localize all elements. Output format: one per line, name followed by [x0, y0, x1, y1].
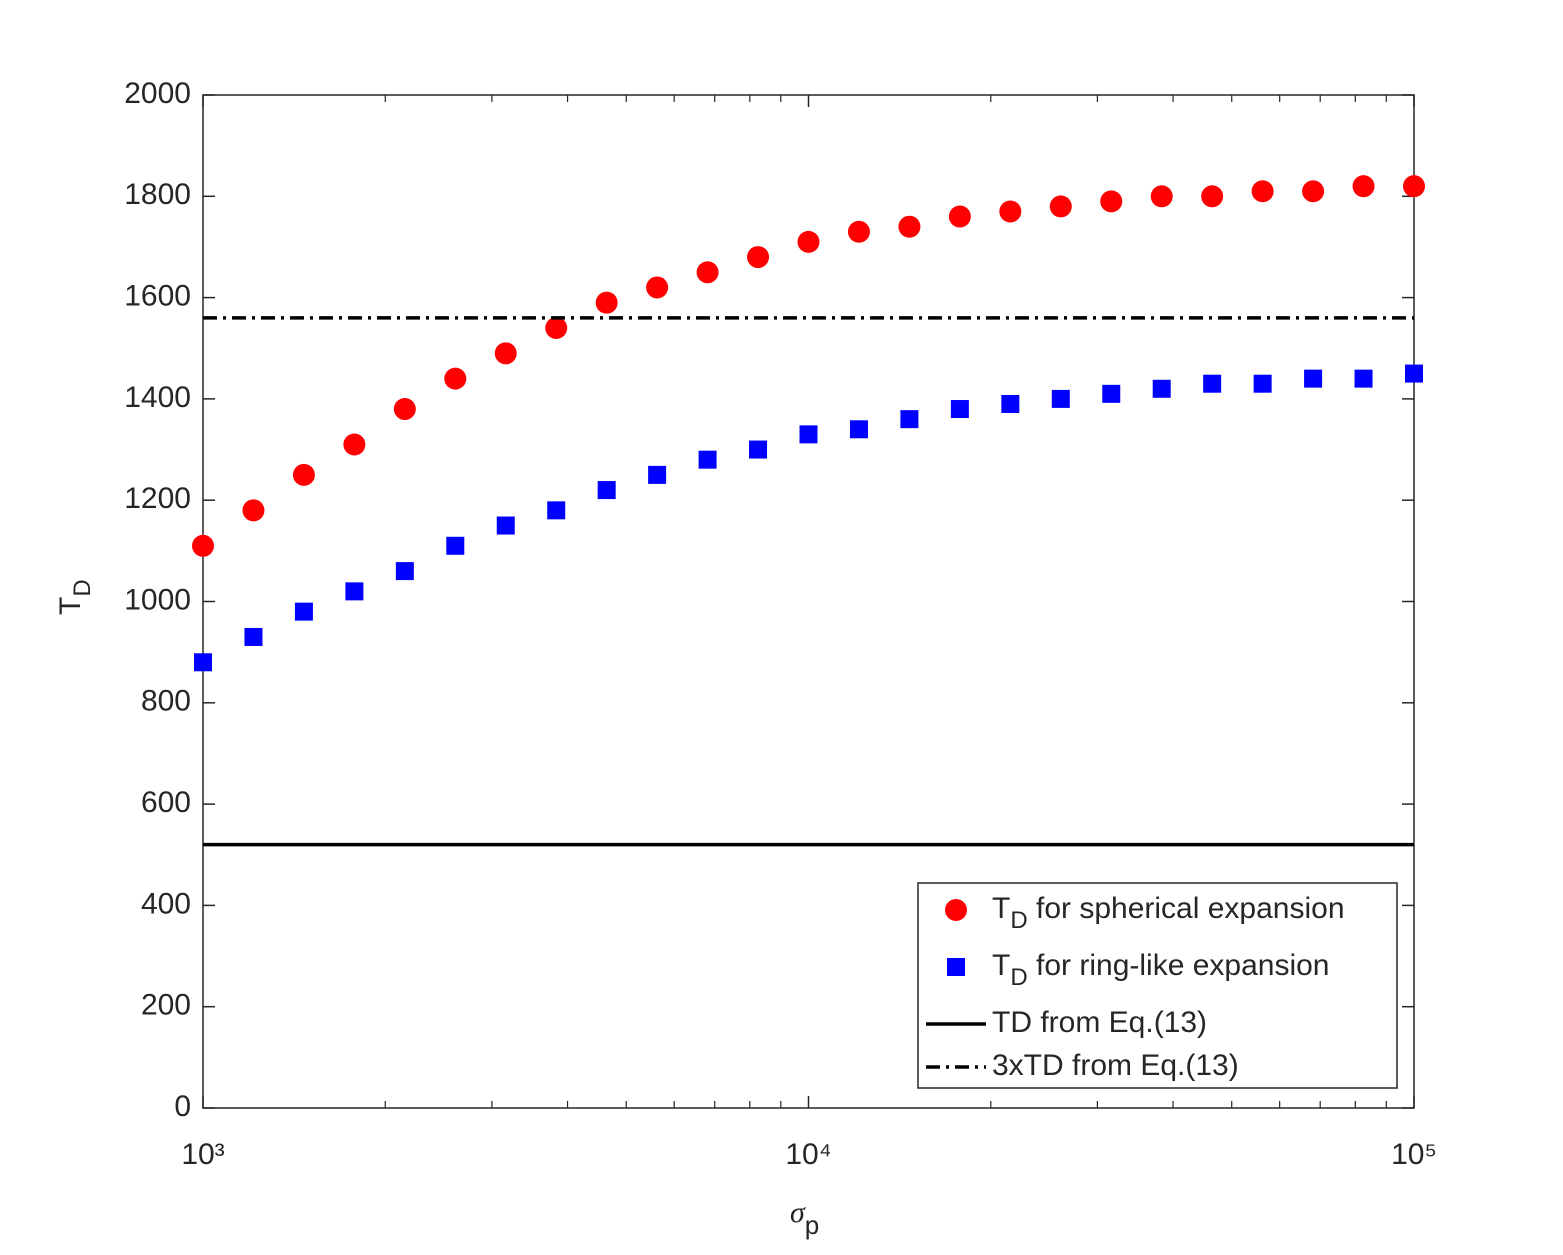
point: [1352, 175, 1375, 198]
legend-label: TD for ring-like expansion: [992, 949, 1330, 991]
point: [292, 463, 315, 486]
point: [395, 562, 414, 581]
point: [648, 465, 667, 484]
point: [1100, 190, 1123, 213]
point: [950, 400, 969, 419]
point: [1152, 379, 1171, 398]
x-tick-label: 10⁵: [1391, 1138, 1437, 1171]
point: [1051, 389, 1070, 408]
legend-label-main: TD from Eq.(13): [992, 1006, 1207, 1039]
y-tick-label: 0: [174, 1090, 191, 1123]
legend-label-sub: D: [1010, 907, 1027, 934]
point: [1403, 175, 1425, 198]
point: [847, 220, 870, 243]
point: [799, 425, 818, 444]
point: [849, 420, 868, 439]
point: [797, 230, 820, 253]
point: [192, 534, 214, 557]
point: [747, 246, 770, 269]
x-axis-label-main: σ: [790, 1196, 806, 1229]
point: [345, 582, 364, 601]
point: [898, 215, 921, 238]
point: [1203, 374, 1222, 393]
point: [1201, 185, 1224, 208]
point: [698, 450, 717, 469]
legend-label-rest: for spherical expansion: [1028, 892, 1345, 925]
legend-label-main: T: [992, 892, 1010, 925]
point: [595, 291, 618, 314]
legend-label-sub: D: [1010, 964, 1027, 991]
point: [194, 653, 212, 672]
point: [494, 342, 517, 365]
point: [646, 276, 669, 299]
plot-frame: [202, 94, 1415, 1109]
point: [496, 516, 515, 535]
point: [1001, 394, 1020, 413]
legend-label: TD for spherical expansion: [992, 892, 1345, 934]
y-tick-label: 1400: [124, 381, 191, 414]
legend-label-main: T: [992, 949, 1010, 982]
x-tick-label: 10³: [181, 1138, 224, 1171]
point: [1253, 374, 1272, 393]
point: [545, 316, 568, 339]
point: [749, 440, 768, 459]
y-tick-label: 200: [141, 989, 191, 1022]
y-tick-label: 1200: [124, 482, 191, 515]
point: [1049, 195, 1072, 218]
point: [1302, 180, 1325, 203]
y-tick-label: 2000: [124, 77, 191, 110]
point: [1354, 369, 1373, 388]
legend-label: TD from Eq.(13): [992, 1006, 1207, 1039]
point: [1405, 364, 1423, 383]
point: [393, 398, 416, 421]
point: [1251, 180, 1274, 203]
point: [244, 627, 263, 646]
x-axis-label: σp: [790, 1196, 819, 1240]
point: [242, 499, 265, 522]
point: [999, 200, 1022, 223]
y-tick-label: 400: [141, 887, 191, 920]
legend-label-main: 3xTD from Eq.(13): [992, 1049, 1239, 1082]
point: [1102, 384, 1121, 403]
x-tick-label: 10⁴: [785, 1138, 831, 1171]
legend-marker: [947, 958, 965, 976]
y-tick-label: 1600: [124, 280, 191, 313]
legend-marker: [945, 899, 967, 921]
point: [547, 501, 566, 520]
point: [1150, 185, 1173, 208]
y-tick-label: 1800: [124, 178, 191, 211]
y-axis-label-main: T: [54, 597, 87, 615]
point: [294, 602, 313, 621]
point: [900, 410, 919, 429]
point: [1304, 369, 1323, 388]
legend-label: 3xTD from Eq.(13): [992, 1049, 1239, 1082]
x-axis-label-sub: p: [805, 1210, 819, 1240]
point: [597, 481, 616, 500]
point: [446, 536, 465, 555]
y-tick-label: 1000: [124, 583, 191, 616]
y-axis-label-sub: D: [69, 579, 96, 596]
legend-box: [917, 882, 1398, 1089]
y-tick-label: 600: [141, 786, 191, 819]
y-axis-label: TD: [54, 579, 96, 615]
point: [948, 205, 971, 228]
point: [696, 261, 719, 284]
legend-label-rest: for ring-like expansion: [1028, 949, 1330, 982]
point: [343, 433, 366, 456]
point: [444, 367, 467, 390]
y-tick-label: 800: [141, 685, 191, 718]
